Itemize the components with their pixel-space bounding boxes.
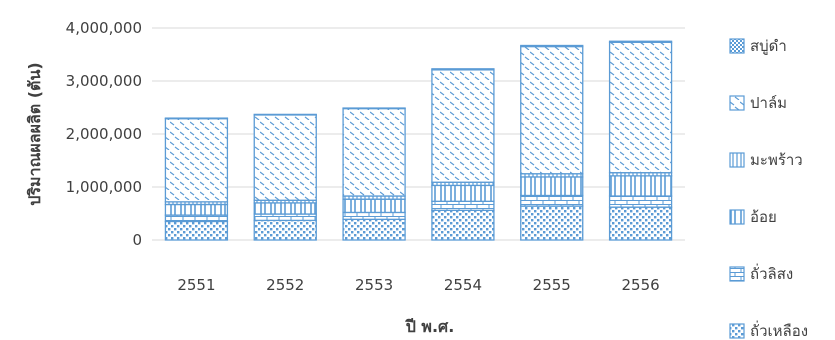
bar-segment [520, 205, 584, 241]
bar-segment [608, 41, 673, 174]
bar-segment [253, 219, 317, 241]
bar-segment [164, 214, 229, 223]
bar-segment [608, 40, 673, 43]
x-tick-label: 2552 [266, 276, 304, 294]
bar-segment [342, 107, 406, 197]
x-axis-title: ปี พ.ศ. [404, 317, 454, 336]
y-tick-label: 0 [132, 231, 142, 249]
legend-label: ปาล์ม [750, 94, 787, 112]
bar-segment [520, 44, 584, 48]
bar-segment [164, 203, 229, 216]
bar-segment [431, 69, 495, 183]
bar-segment [253, 202, 317, 215]
bar-segment [608, 206, 673, 241]
legend-label: ถั่วเหลือง [750, 320, 808, 340]
bar-segment [342, 211, 406, 220]
legend-swatch [729, 266, 745, 282]
legend-label: ถั่วลิสง [750, 263, 793, 283]
legend-label: มะพร้าว [750, 151, 803, 169]
bar-segment [342, 198, 406, 214]
bar-segment [431, 209, 495, 241]
bar-segment [608, 195, 673, 208]
y-tick-label: 2,000,000 [66, 125, 142, 143]
y-tick-labels: 0 1,000,000 2,000,000 3,000,000 4,000,000 [66, 19, 142, 249]
bar-segment [164, 220, 229, 241]
bars [164, 40, 673, 241]
x-tick-labels: 2551 2552 2553 2554 2555 2556 [177, 276, 659, 294]
bar-segment [520, 45, 584, 175]
bar-segment [253, 113, 317, 116]
x-tick-label: 2554 [444, 276, 482, 294]
legend-swatch [729, 38, 745, 54]
legend-swatch [729, 209, 745, 225]
x-tick-label: 2553 [355, 276, 393, 294]
bar-segment [431, 200, 495, 211]
bar-segment [431, 184, 495, 202]
y-tick-label: 4,000,000 [66, 19, 142, 37]
bar-segment [342, 218, 406, 241]
bar-segment [520, 194, 584, 207]
legend-swatch [729, 95, 745, 111]
y-axis-title: ปริมาณผลผลิต (ตัน) [25, 62, 44, 205]
x-tick-label: 2551 [177, 276, 215, 294]
bar-segment [253, 213, 317, 222]
y-tick-label: 3,000,000 [66, 72, 142, 90]
bar-segment [164, 117, 229, 203]
legend-label: อ้อย [750, 208, 777, 226]
bar-segment [520, 176, 584, 197]
bar-segment [342, 107, 406, 110]
bar-segment [164, 117, 229, 120]
x-tick-label: 2556 [621, 276, 659, 294]
bar-segment [608, 175, 673, 197]
legend-swatch [729, 152, 745, 168]
legend-label: สบู่ดำ [750, 37, 787, 55]
legend-swatch [729, 323, 745, 339]
bar-segment [253, 114, 317, 201]
bar-segment [431, 68, 495, 71]
y-tick-label: 1,000,000 [66, 178, 142, 196]
x-tick-label: 2555 [533, 276, 571, 294]
gridlines [152, 27, 685, 241]
